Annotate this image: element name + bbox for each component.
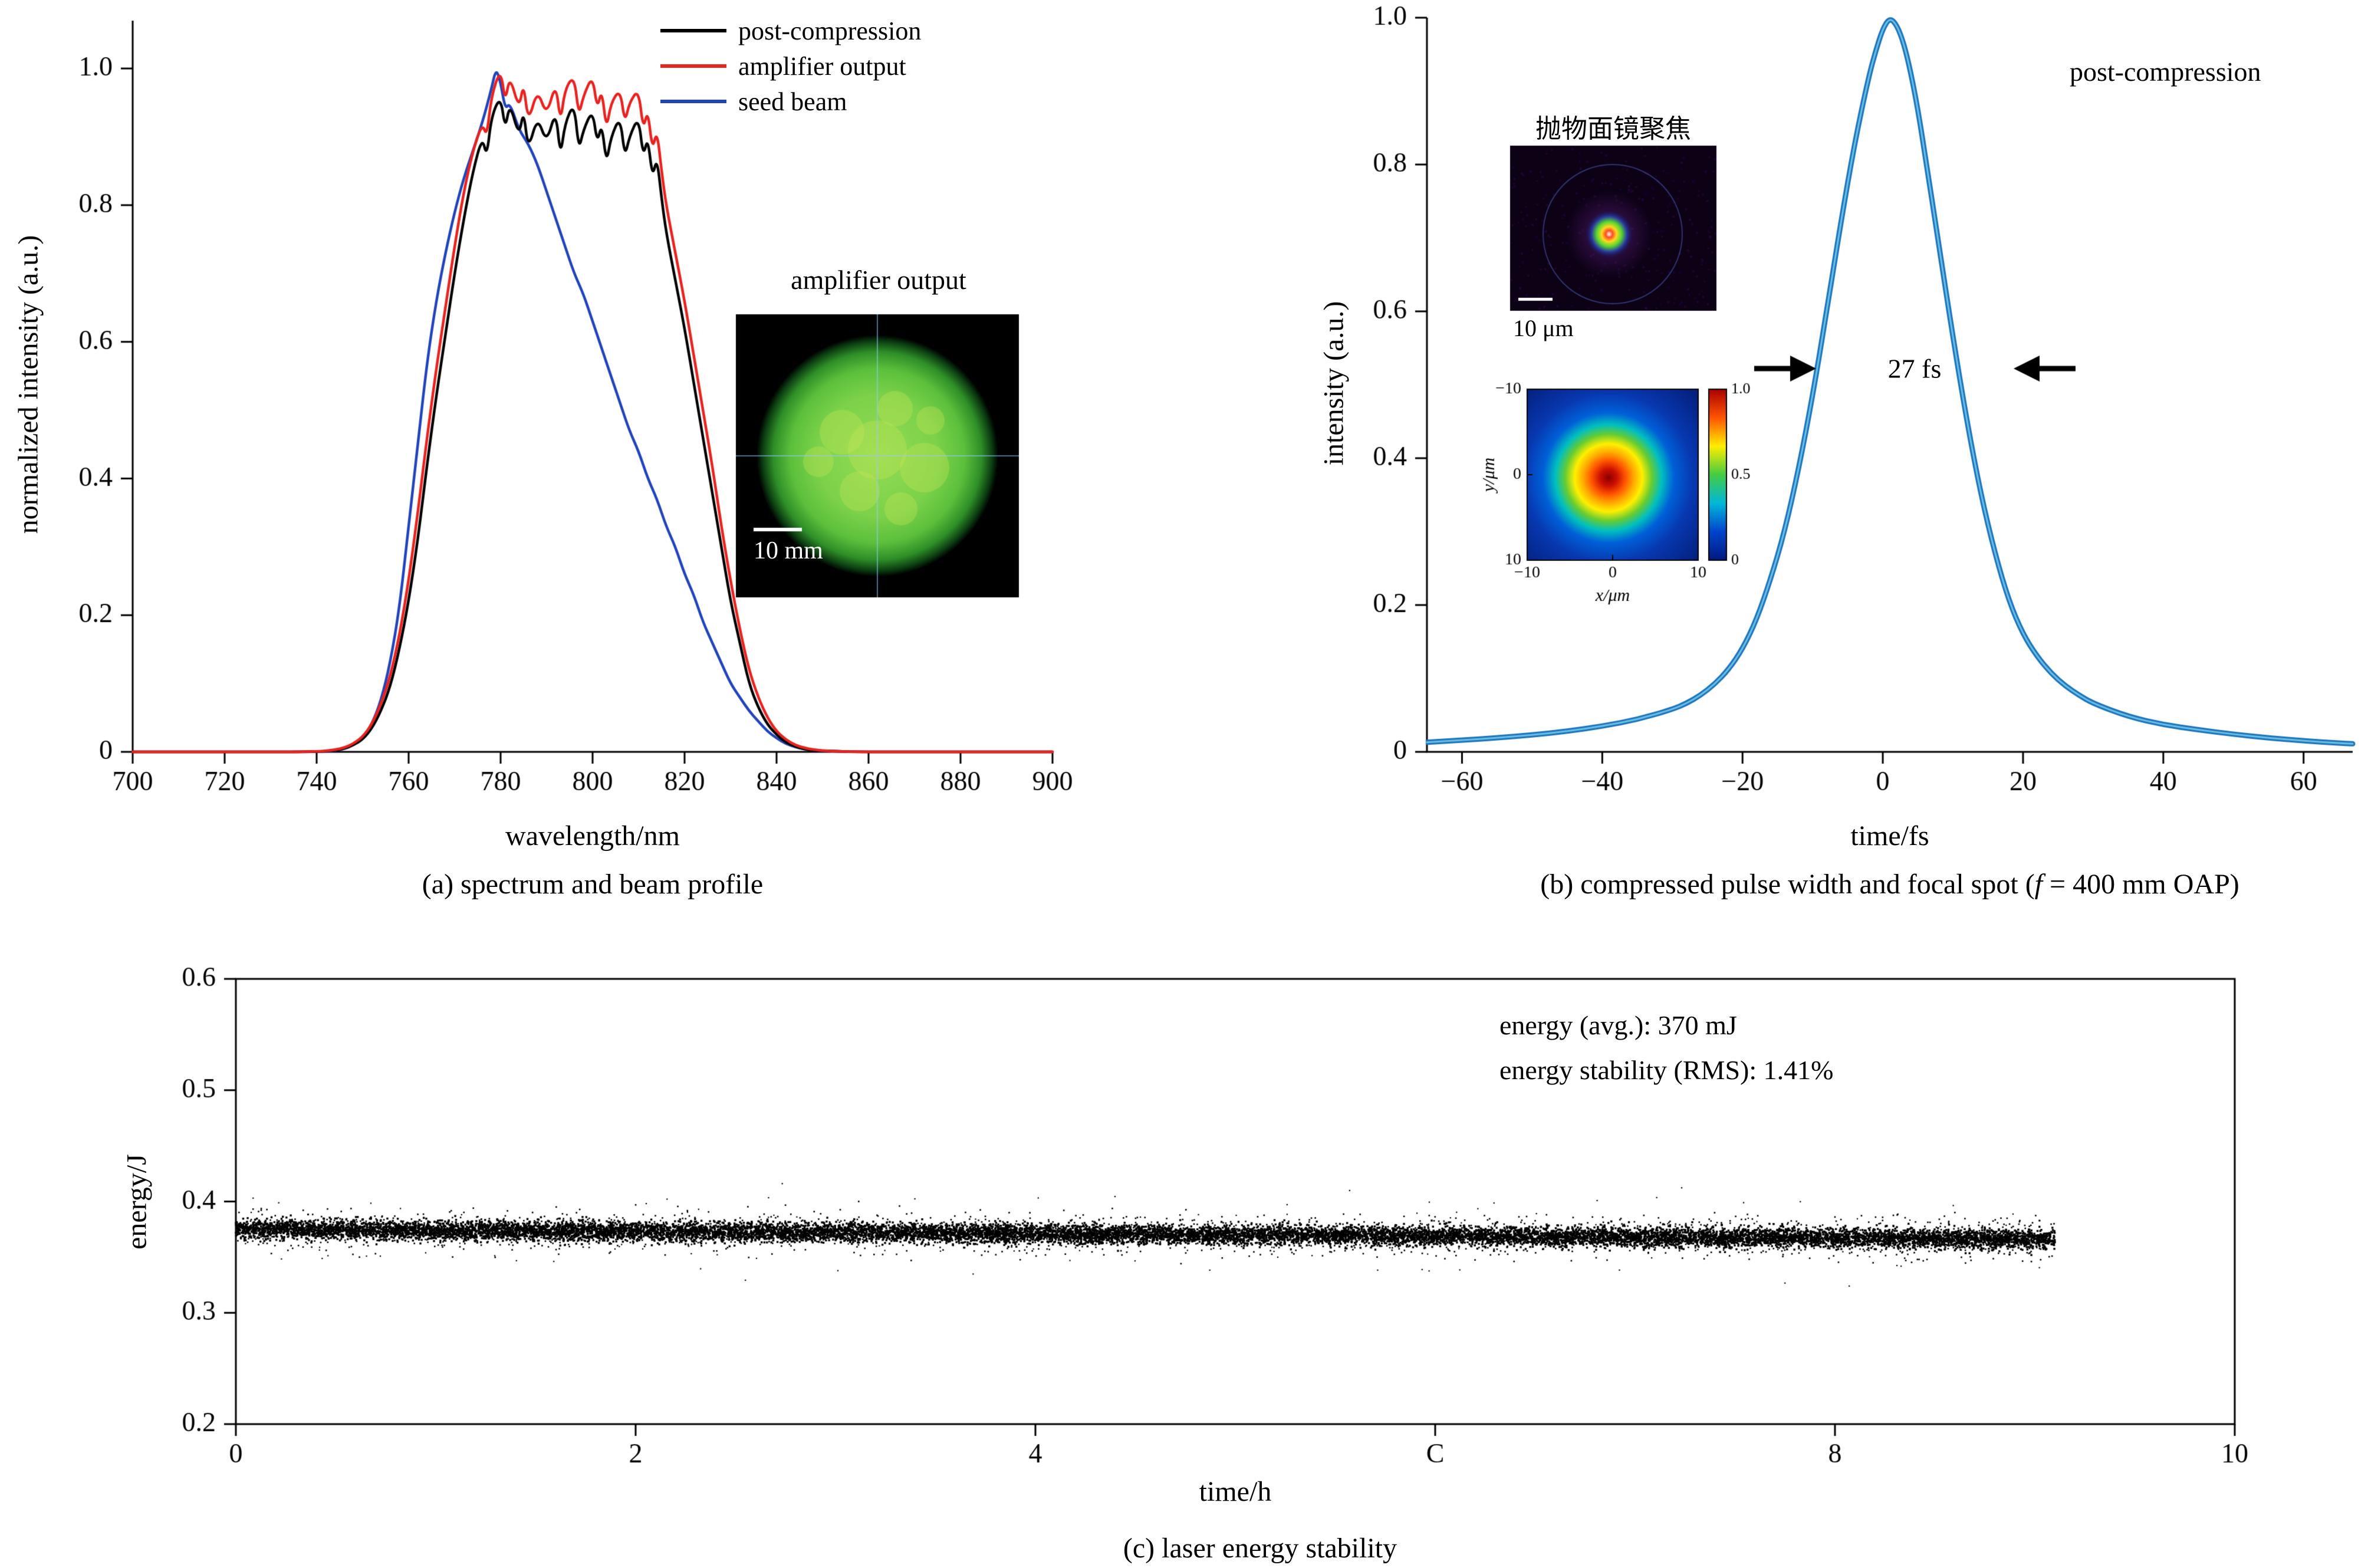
focal-spot-scale-label: 10 μm <box>1513 315 1574 341</box>
legend-item-amplifier-output: amplifier output <box>660 51 921 81</box>
panel-c-x-axis-label: time/h <box>1199 1476 1272 1507</box>
pulse-width-annotation: 27 fs <box>1887 353 1942 384</box>
legend-swatch-black <box>660 29 726 32</box>
legend-swatch-blue <box>660 100 726 103</box>
energy-average-annotation: energy (avg.): 370 mJ <box>1499 1010 1737 1040</box>
legend: post-compression amplifier output seed b… <box>660 17 921 116</box>
panel-a-x-axis-label: wavelength/nm <box>505 820 680 852</box>
beam-profile-inset-title: amplifier output <box>791 265 966 295</box>
focal-spot-inset-title: 抛物面镜聚焦 <box>1535 114 1691 143</box>
panel-b-corner-label: post-compression <box>2070 57 2261 87</box>
panel-b-x-axis-label: time/fs <box>1850 820 1929 852</box>
legend-label: post-compression <box>738 16 922 45</box>
legend-item-seed-beam: seed beam <box>660 87 921 116</box>
legend-label: seed beam <box>738 87 847 116</box>
legend-swatch-red <box>660 64 726 68</box>
beam-profile-scale-label: 10 mm <box>754 537 823 564</box>
panel-b-caption-prefix: (b) compressed pulse width and focal spo… <box>1540 869 2035 900</box>
legend-item-post-compression: post-compression <box>660 17 921 45</box>
legend-label: amplifier output <box>738 51 906 81</box>
panel-b-y-axis-label: intensity (a.u.) <box>1318 301 1350 466</box>
panel-a-caption: (a) spectrum and beam profile <box>422 869 764 900</box>
panel-c-caption: (c) laser energy stability <box>1123 1533 1397 1564</box>
panel-a-y-axis-label: normalized intensity (a.u.) <box>12 235 44 534</box>
panel-b-caption: (b) compressed pulse width and focal spo… <box>1540 868 2239 900</box>
panel-c-y-axis-label: energy/J <box>121 1154 153 1250</box>
panel-b-caption-suffix: = 400 mm OAP) <box>2043 869 2239 900</box>
panel-b-caption-f: f <box>2034 869 2043 900</box>
energy-stability-annotation: energy stability (RMS): 1.41% <box>1499 1055 1834 1085</box>
